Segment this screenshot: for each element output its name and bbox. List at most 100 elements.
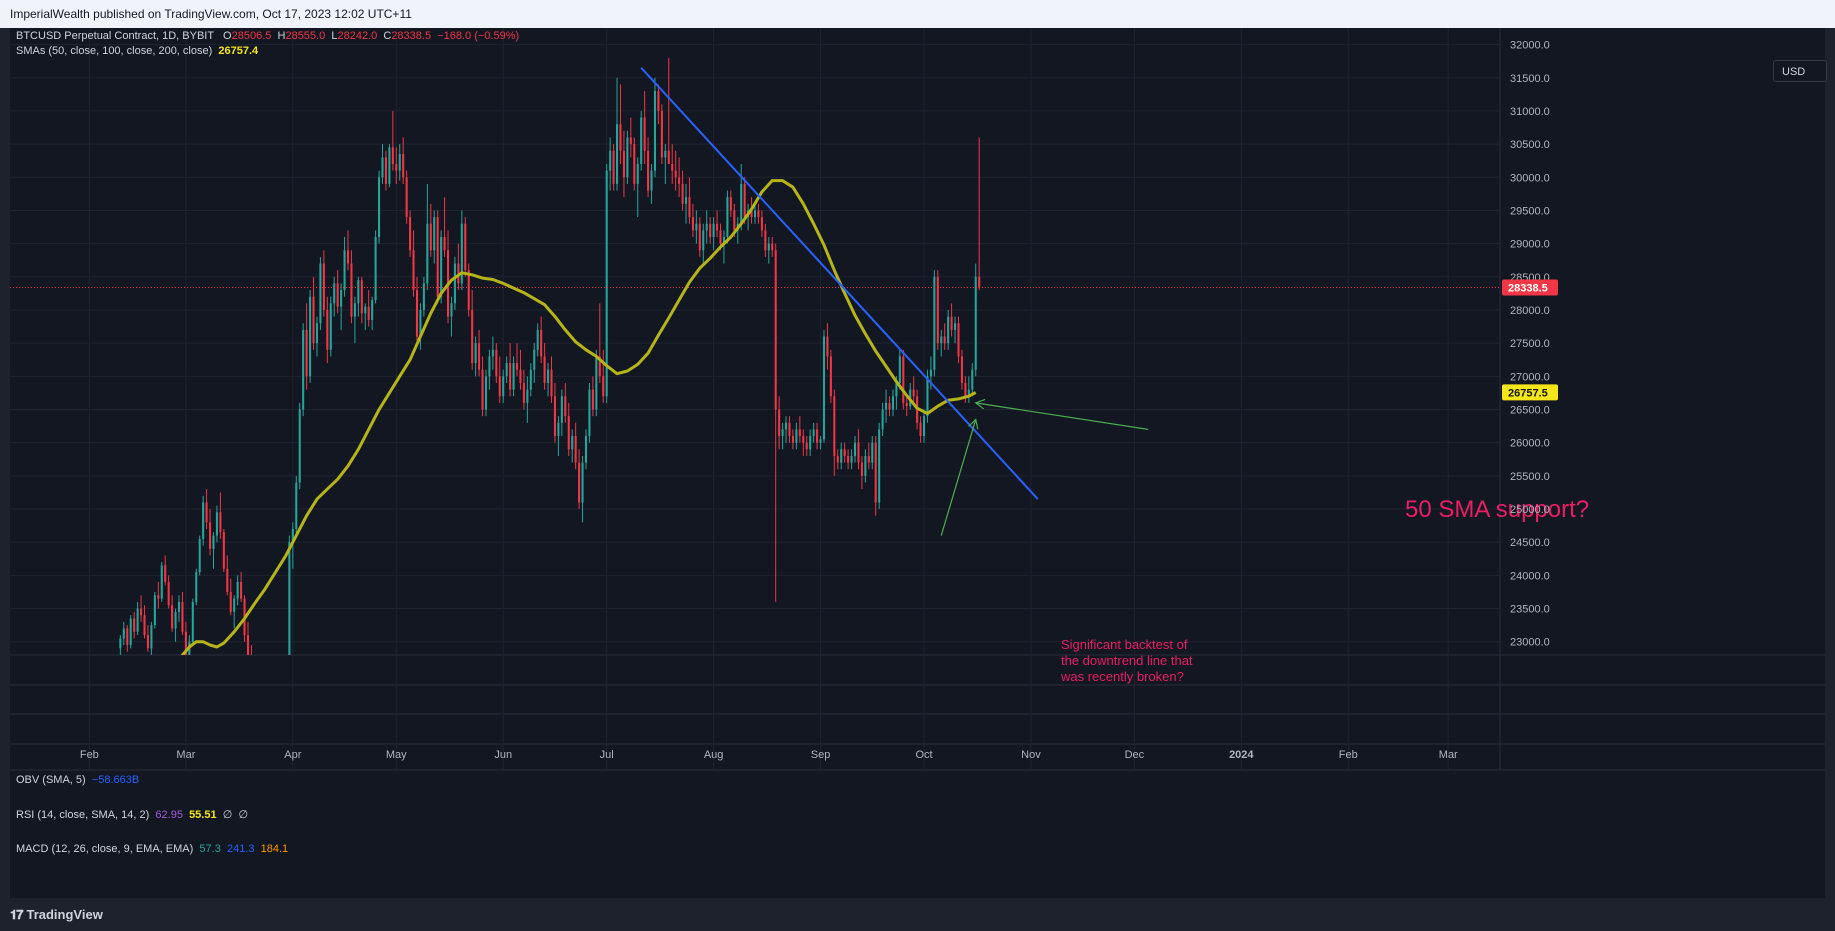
annotation-arrow-sma[interactable] <box>975 402 1149 431</box>
candle-body <box>505 363 508 377</box>
candle-body <box>571 436 574 450</box>
obv-legend[interactable]: OBV (SMA, 5) −58.663B <box>16 774 139 786</box>
candle-body <box>847 455 850 463</box>
candle-body <box>177 601 181 612</box>
candle-body <box>126 628 129 646</box>
currency-button[interactable]: USD <box>1773 60 1827 82</box>
annotation-arrow-backtest[interactable] <box>940 419 977 536</box>
y-tick-label: 29000.0 <box>1510 239 1550 251</box>
price-axis[interactable]: 23000.0 23500.0 24000.0 24500.0 25000.0 25500… <box>1502 40 1558 649</box>
candle-body <box>609 150 612 171</box>
candle-body <box>809 436 812 450</box>
candle-body <box>395 164 398 171</box>
candle-body <box>295 482 298 529</box>
x-tick-label: Feb <box>1339 749 1358 761</box>
candle-body <box>450 303 453 317</box>
candle-body <box>681 183 684 204</box>
candle-body <box>850 455 853 463</box>
annotation-arrow-backtest-head <box>968 418 979 430</box>
candle-body <box>819 439 822 443</box>
price-chart[interactable]: 50 SMA support? Significant backtest ofth… <box>10 28 1825 898</box>
candle-body <box>184 631 187 655</box>
candle-body <box>598 356 601 377</box>
candle-body <box>360 280 363 314</box>
candle-body <box>474 343 477 364</box>
candle-body <box>653 91 657 171</box>
candle-body <box>415 290 419 337</box>
annotation-backtest-line[interactable]: the downtrend line that <box>1061 653 1193 668</box>
high-label: H <box>277 30 286 42</box>
annotation-backtest-line[interactable]: Significant backtest of <box>1061 637 1188 652</box>
candle-body <box>895 382 898 397</box>
candle-body <box>364 306 367 314</box>
sma-legend: SMAs (50, close, 100, close, 200, close)… <box>16 45 258 57</box>
candle-body <box>753 210 757 218</box>
candle-body <box>160 565 163 599</box>
candle-body <box>464 223 467 271</box>
candle-body <box>698 223 701 251</box>
candle-body <box>805 442 808 450</box>
candle-body <box>702 230 705 251</box>
candle-body <box>536 329 539 350</box>
candle-body <box>495 349 498 377</box>
candle-body <box>136 608 139 632</box>
candle-body <box>898 356 901 383</box>
chart-frame[interactable]: 50 SMA support? Significant backtest of th… <box>10 28 1827 898</box>
y-tick-label: 26500.0 <box>1510 405 1550 417</box>
low-value: 28242.0 <box>337 30 378 42</box>
low-label: L <box>331 30 338 42</box>
candle-body <box>353 303 356 317</box>
obv-label: OBV (SMA, 5) <box>16 774 86 786</box>
y-tick-label: 32000.0 <box>1510 40 1550 52</box>
annotation-backtest-line[interactable]: was recently broken? <box>1060 669 1184 684</box>
candle-body <box>709 223 712 237</box>
candle-body <box>215 512 218 536</box>
candle-body <box>398 154 401 171</box>
candle-body <box>816 429 819 443</box>
candle-body <box>122 628 125 639</box>
candle-body <box>885 402 888 410</box>
candle-body <box>974 276 977 370</box>
rsi-legend[interactable]: RSI (14, close, SMA, 14, 2) 62.95 55.51 … <box>16 808 248 821</box>
x-tick-label: Feb <box>80 749 99 761</box>
candle-body <box>640 117 643 165</box>
candle-body <box>171 605 174 629</box>
candle-body <box>602 376 605 397</box>
x-tick-label: Nov <box>1021 749 1041 761</box>
candle-body <box>146 635 149 649</box>
candle-body <box>705 223 708 231</box>
annotation-sma-support[interactable]: 50 SMA support? <box>1405 496 1589 523</box>
candle-body <box>798 429 801 437</box>
candle-body <box>388 147 391 184</box>
candle-body <box>733 210 736 231</box>
candle-body <box>616 124 619 184</box>
downtrend-line[interactable] <box>640 67 1039 500</box>
candle-body <box>557 422 560 437</box>
candle-body <box>488 356 491 377</box>
candle-body <box>688 197 691 218</box>
candle-body <box>588 389 591 437</box>
sma-50-line[interactable] <box>169 179 977 675</box>
macd-legend[interactable]: MACD (12, 26, close, 9, EMA, EMA) 57.3 2… <box>16 843 288 855</box>
x-tick-label: 2024 <box>1229 749 1254 761</box>
candle-body <box>209 522 212 549</box>
candle-body <box>526 389 529 403</box>
time-axis[interactable]: Feb Mar Apr May Jun Jul Aug Sep Oct Nov Dec 2024 Feb… <box>80 749 1458 761</box>
candle-body <box>540 329 543 357</box>
candle-body <box>667 150 670 165</box>
tradingview-logo-text: TradingView <box>26 907 103 922</box>
sma-label[interactable]: SMAs (50, close, 100, close, 200, close) <box>16 45 213 57</box>
macd-label: MACD (12, 26, close, 9, EMA, EMA) <box>16 843 194 855</box>
candle-body <box>767 243 770 251</box>
y-tick-label: 23500.0 <box>1510 604 1550 616</box>
close-value: 28338.5 <box>391 30 432 42</box>
candle-body <box>378 177 381 237</box>
candle-body <box>971 369 974 390</box>
tradingview-logo[interactable]: 𝟏𝟕 TradingView <box>10 907 103 923</box>
symbol-name[interactable]: BTCUSD Perpetual Contract, 1D, BYBIT <box>16 30 214 42</box>
candle-body <box>560 396 563 423</box>
candle-body <box>219 512 222 533</box>
candle-body <box>174 611 177 629</box>
candle-body <box>371 300 374 320</box>
candle-body <box>433 217 436 251</box>
